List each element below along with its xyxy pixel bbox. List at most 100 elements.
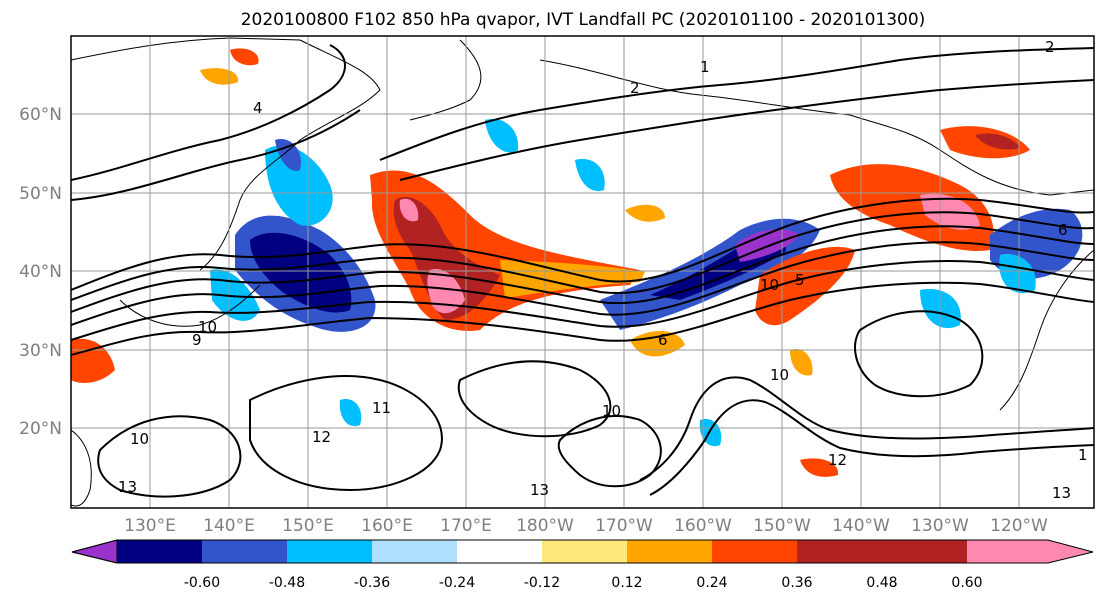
colorbar-tick-label: -0.36 [354,575,390,591]
colorbar-outline [71,539,1094,564]
contour-line [379,47,1094,161]
contour-line [71,44,346,181]
gridlines [71,36,1094,508]
contour-line [71,211,1094,301]
lon-label: 160°E [361,516,413,536]
positive-anomaly-core [975,133,1020,150]
coastline [999,249,1094,411]
figure-title: 2020100800 F102 850 hPa qvapor, IVT Land… [241,10,926,30]
colorbar-tick-label: 0.12 [611,575,642,591]
positive-anomaly-halo [790,349,813,376]
colorbar-tick-label: -0.48 [269,575,305,591]
contour-line [71,281,1094,356]
positive-anomaly-halo [230,48,259,66]
positive-anomaly-region [830,164,994,251]
contour-label: 4 [253,99,263,117]
negative-anomaly-halo [265,145,333,226]
lon-label: 130°E [124,516,176,536]
lat-label: 20°N [19,419,62,439]
contour-label: 13 [530,481,549,499]
coastline [71,37,381,271]
colorbar-segment [712,540,797,563]
positive-anomaly-region [755,246,855,326]
contour-label: 2 [630,79,640,97]
contour-line [71,225,1094,313]
colorbar-tick-labels: -0.60 -0.48 -0.36 -0.24 -0.12 0.12 0.24 … [184,575,983,591]
negative-anomaly-halo [999,254,1036,294]
contour-line [854,310,984,398]
contour-label: 6 [1058,221,1068,239]
longitude-labels: 130°E 140°E 150°E 160°E 170°E 180°W 170°… [124,516,1048,536]
lon-label: 150°W [753,516,811,536]
contour-line [399,79,1094,181]
colorbar-extend-right [967,540,1093,563]
positive-anomaly-core [393,196,500,320]
contour-label: 2 [1045,38,1055,56]
colorbar-tick-label: 0.36 [781,575,812,591]
colorbar-segment [202,540,287,563]
contour-line [71,260,1094,341]
contour-label: 10 [198,318,217,336]
colorbar-tick-label: 0.60 [951,575,982,591]
contour-label: 10 [130,430,149,448]
contour-line [457,360,612,438]
colorbar-segment [457,540,542,563]
contour-label: 12 [312,428,331,446]
colorbar-tick-label: -0.60 [184,575,220,591]
colorbar-tick-label: 0.24 [696,575,727,591]
colorbar-segment [542,540,627,563]
contour-line [249,375,443,492]
map-frame [70,35,1095,509]
negative-anomaly-halo [275,139,301,171]
negative-anomaly-halo [485,119,519,153]
contour-label: 13 [118,478,137,496]
colorbar-segment [882,540,967,563]
contour-label: 6 [658,331,668,349]
colorbar-segment [117,540,202,563]
coastline [119,284,261,327]
lon-label: 170°W [595,516,653,536]
contour-label: 1 [700,58,710,76]
map-panel: 1 2 4 10 9 12 11 10 13 10 13 6 5 10 12 1… [71,36,1094,508]
colorbar: -0.60 -0.48 -0.36 -0.24 -0.12 0.12 0.24 … [71,539,1094,591]
contour-lines [71,44,1094,498]
contour-line [639,376,1094,481]
contour-label: 11 [372,399,391,417]
colorbar-segment [797,540,882,563]
positive-anomaly-peak [399,198,419,222]
lon-label: 180°W [516,516,574,536]
lon-label: 130°W [911,516,969,536]
contour-line [71,109,361,201]
colorbar-tick-label: -0.12 [524,575,560,591]
lon-label: 170°E [440,516,492,536]
contour-label: 13 [1052,484,1071,502]
colorbar-segment [627,540,712,563]
colorbar-tick-label: 0.48 [866,575,897,591]
lon-label: 150°E [282,516,334,536]
coastline [409,39,482,121]
lat-label: 40°N [19,262,62,282]
colorbar-segment [372,540,457,563]
lat-label: 30°N [19,341,62,361]
negative-anomaly-halo [339,399,362,427]
lon-label: 140°W [832,516,890,536]
contour-label: 10 [760,276,779,294]
contour-line [71,241,1094,326]
contour-label: 10 [602,402,621,420]
latitude-labels: 60°N 50°N 40°N 30°N 20°N [19,105,62,439]
contour-labels: 1 2 4 10 9 12 11 10 13 10 13 6 5 10 12 1… [118,38,1088,502]
colorbar-segment [287,540,372,563]
contour-line [71,197,1094,291]
positive-anomaly-peak [427,269,465,314]
contour-line [97,415,242,498]
lon-label: 120°W [990,516,1048,536]
contour-label: 5 [795,271,805,289]
shading-layer [71,48,1083,477]
positive-anomaly-halo [800,458,839,477]
colorbar-extend-left [71,539,118,564]
negative-anomaly-halo [575,159,605,192]
colorbar-tick-label: -0.24 [439,575,475,591]
contour-label: 10 [770,366,789,384]
contour-label: 9 [192,331,202,349]
